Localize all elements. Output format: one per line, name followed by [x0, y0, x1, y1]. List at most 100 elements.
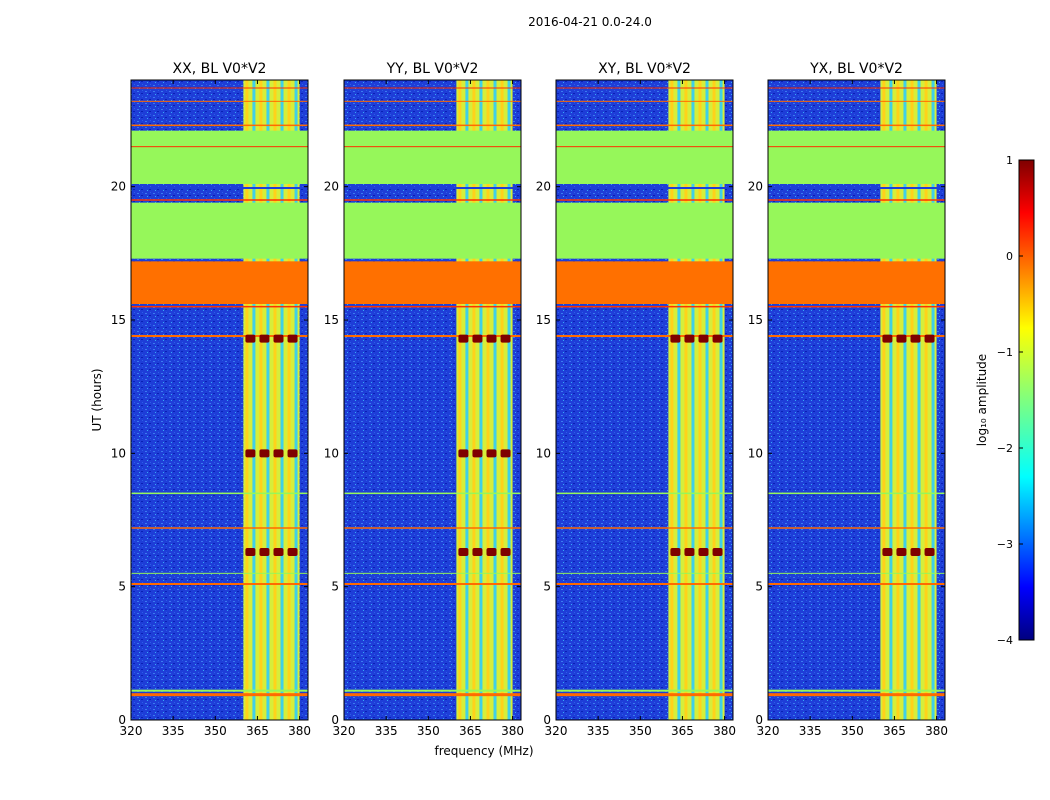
band-stripe	[273, 80, 277, 720]
x-tick-label: 335	[375, 724, 398, 738]
x-tick-label: 320	[757, 724, 780, 738]
rfi-line	[768, 335, 945, 337]
y-tick-label: 20	[536, 180, 551, 194]
rfi-line	[556, 693, 733, 697]
x-tick-label: 365	[883, 724, 906, 738]
band-stripe	[917, 80, 921, 720]
burst-mark	[924, 334, 935, 343]
colorbar-tick-label: −4	[997, 634, 1013, 647]
axes-frame	[555, 79, 734, 721]
colorbar-tick-label: −1	[997, 346, 1013, 359]
rfi-line	[768, 492, 945, 495]
rfi-line	[556, 492, 733, 495]
burst-mark	[259, 548, 270, 556]
burst-mark	[712, 548, 723, 556]
flagged-block	[768, 202, 945, 259]
flagged-block	[131, 261, 308, 304]
flagged-block	[131, 130, 308, 184]
band-stripe	[500, 80, 504, 720]
band-stripe	[677, 80, 681, 720]
x-tick-label: 350	[204, 724, 227, 738]
axes-frame	[343, 79, 522, 721]
rfi-line	[131, 335, 308, 337]
x-axis-label: frequency (MHz)	[434, 744, 533, 758]
rfi-line	[131, 100, 308, 102]
rfi-line	[556, 124, 733, 127]
rfi-line	[131, 492, 308, 495]
burst-mark	[698, 334, 709, 343]
rfi-line	[131, 199, 308, 201]
rfi-line	[344, 693, 521, 697]
flagged-block	[556, 261, 733, 304]
burst-mark	[882, 548, 893, 556]
flagged-block	[556, 202, 733, 259]
rfi-line	[131, 305, 308, 308]
y-tick-label: 20	[111, 180, 126, 194]
burst-mark	[896, 548, 907, 556]
rfi-line	[556, 146, 733, 148]
band-stripe	[465, 80, 469, 720]
band-stripe	[280, 80, 284, 720]
rfi-line	[344, 527, 521, 529]
band-stripe	[266, 80, 270, 720]
burst-mark	[287, 334, 298, 343]
burst-mark	[670, 334, 681, 343]
band-stripe	[896, 80, 900, 720]
colorbar-ticks: 1 0 −1 −2 −3 −4	[997, 154, 1023, 647]
rfi-line	[131, 583, 308, 585]
band-stripe	[472, 80, 476, 720]
x-tick-label: 350	[629, 724, 652, 738]
burst-mark	[287, 449, 298, 458]
x-tick-label: 380	[288, 724, 311, 738]
y-tick-label: 0	[755, 713, 763, 727]
x-tick-label: 350	[417, 724, 440, 738]
x-tick-label: 320	[333, 724, 356, 738]
burst-mark	[472, 449, 483, 458]
band-stripe	[507, 80, 511, 720]
axes-frame	[130, 79, 309, 721]
rfi-line	[131, 124, 308, 127]
colorbar-tick-label: −2	[997, 442, 1013, 455]
rfi-line	[768, 527, 945, 529]
rfi-line	[768, 572, 945, 574]
rfi-line	[768, 693, 945, 697]
rfi-line	[556, 100, 733, 102]
y-tick-label: 20	[324, 180, 339, 194]
colorbar-gradient	[1018, 159, 1035, 641]
band-stripe	[691, 80, 695, 720]
band-stripe	[903, 80, 907, 720]
rfi-line	[344, 305, 521, 308]
colorbar-tick-label: 1	[1006, 154, 1013, 167]
band-stripe	[493, 80, 497, 720]
rfi-line	[768, 187, 945, 189]
y-axis-label: UT (hours)	[90, 368, 104, 431]
band-stripe	[479, 80, 483, 720]
band-stripe	[712, 80, 716, 720]
rfi-line	[344, 199, 521, 201]
x-tick-label: 380	[501, 724, 524, 738]
rfi-line	[344, 689, 521, 692]
band-stripe	[486, 80, 490, 720]
rfi-line	[768, 199, 945, 201]
rfi-line	[131, 146, 308, 148]
y-tick-label: 10	[111, 446, 126, 460]
burst-mark	[910, 334, 921, 343]
y-tick-label: 5	[331, 580, 339, 594]
heatmap-panel-4: YX, BL V0*V2 320 335 350 365 380 0 5 10 15 20	[748, 61, 948, 738]
band-stripe	[294, 80, 298, 720]
burst-mark	[896, 334, 907, 343]
y-tick-label: 15	[111, 313, 126, 327]
rfi-line	[344, 583, 521, 585]
rfi-line	[556, 527, 733, 529]
x-tick-label: 365	[246, 724, 269, 738]
y-tick-label: 15	[324, 313, 339, 327]
heatmap-panel-3: XY, BL V0*V2 320 335 350 365 380 0 5 10 15 20	[536, 61, 736, 738]
x-tick-label: 380	[925, 724, 948, 738]
rfi-line	[768, 583, 945, 585]
y-tick-label: 0	[543, 713, 551, 727]
burst-mark	[458, 548, 469, 556]
x-tick-label: 350	[841, 724, 864, 738]
rfi-line	[768, 100, 945, 102]
rfi-line	[768, 689, 945, 692]
rfi-line	[344, 572, 521, 574]
